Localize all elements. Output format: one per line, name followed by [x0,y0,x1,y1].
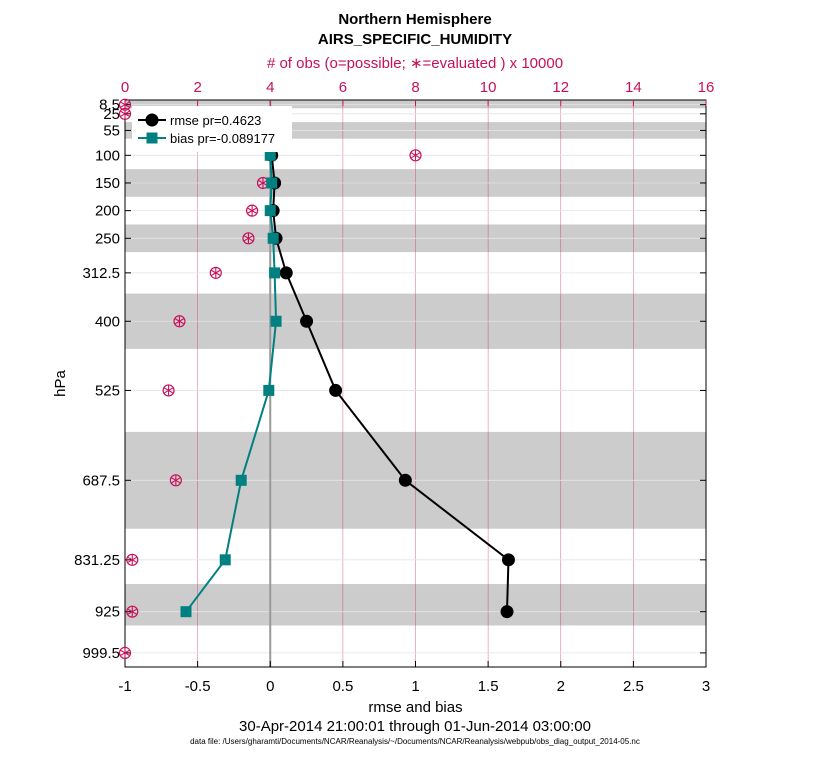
y-tick-label: 55 [103,122,120,139]
series-point [501,553,515,567]
legend-marker [145,113,159,127]
legend-label: rmse pr=0.4623 [170,113,261,128]
top-tick-label: 8 [411,79,419,96]
top-tick-label: 10 [480,79,497,96]
x-tick-label: 0 [266,678,274,695]
series-line [185,130,278,613]
y-tick-label: 150 [95,175,120,192]
obs-evaluated-marker [410,150,421,161]
obs-possible-marker [118,646,132,659]
obs-evaluated-marker [247,205,257,216]
top-tick-label: 4 [266,79,274,96]
legend-marker [146,132,158,144]
series-point [269,267,281,279]
top-tick-label: 12 [552,79,569,96]
chart-title: Northern Hemisphere [338,11,491,28]
x-tick-label: 2 [557,678,565,695]
obs-possible-marker [209,266,222,279]
x-tick-label: 2.5 [623,678,644,695]
y-tick-label: 999.5 [82,645,120,662]
obs-evaluated-marker [120,108,130,119]
legend-label: bias pr=-0.089177 [170,131,275,146]
obs-evaluated-marker [163,385,174,396]
obs-possible-marker [118,107,132,120]
top-tick-label: 14 [625,79,642,96]
obs-evaluated-marker [211,267,221,278]
obs-evaluated-marker [127,554,137,565]
data-file-footnote: data file: /Users/gharamti/Documents/NCA… [190,737,640,746]
y-tick-label: 525 [95,382,120,399]
obs-possible-marker [162,384,175,397]
obs-possible-marker [409,149,422,162]
x-tick-label: -1 [118,678,131,695]
y-tick-label: 687.5 [82,472,120,489]
y-tick-label: 250 [95,230,120,247]
top-tick-label: 16 [698,79,715,96]
obs-possible-marker [245,204,259,217]
obs-possible-marker [126,605,139,618]
obs-possible-marker [173,315,186,328]
x-tick-label: -0.5 [185,678,211,695]
series-point [263,384,275,396]
legend-box [132,106,292,152]
series-point [300,314,314,328]
x-tick-label: 1.5 [478,678,499,695]
series-point [279,266,293,280]
series-point [264,205,276,217]
obs-evaluated-marker [174,316,185,327]
x-tick-label: 1 [411,678,419,695]
obs-evaluated-marker [258,177,268,188]
y-axis-label: hPa [52,370,69,397]
series-point [500,605,514,619]
obs-possible-marker [126,553,139,566]
y-tick-label: 831.25 [74,552,120,569]
x-axis-label: rmse and bias [368,699,462,716]
series-point [180,606,192,618]
obs-possible-marker [242,232,255,245]
top-tick-label: 2 [193,79,201,96]
series-point [219,554,231,566]
top-axis-label: # of obs (o=possible; ∗=evaluated ) x 10… [267,55,563,72]
y-tick-label: 25 [103,106,120,123]
obs-evaluated-marker [171,475,181,486]
y-tick-label: 100 [95,147,120,164]
top-tick-label: 0 [121,79,129,96]
chart-subtitle: AIRS_SPECIFIC_HUMIDITY [318,31,512,48]
obs-possible-marker [169,474,182,487]
obs-evaluated-marker [120,647,130,658]
y-tick-label: 200 [95,203,120,220]
series-point [329,383,343,397]
series-point [270,315,282,327]
y-tick-label: 400 [95,313,120,330]
y-tick-label: 925 [95,604,120,621]
x-tick-label: 3 [702,678,710,695]
obs-evaluated-marker [243,233,254,244]
series-line [269,130,510,612]
x-tick-label: 0.5 [332,678,353,695]
date-range: 30-Apr-2014 21:00:01 through 01-Jun-2014… [239,718,591,735]
series-point [264,149,276,161]
series-point [235,474,247,486]
obs-evaluated-marker [127,606,137,617]
series-point [398,473,412,487]
series-point [267,232,279,244]
series-point [266,177,278,189]
y-tick-label: 312.5 [82,265,120,282]
y-tick-label: 8.5 [99,97,120,114]
top-tick-label: 6 [339,79,347,96]
